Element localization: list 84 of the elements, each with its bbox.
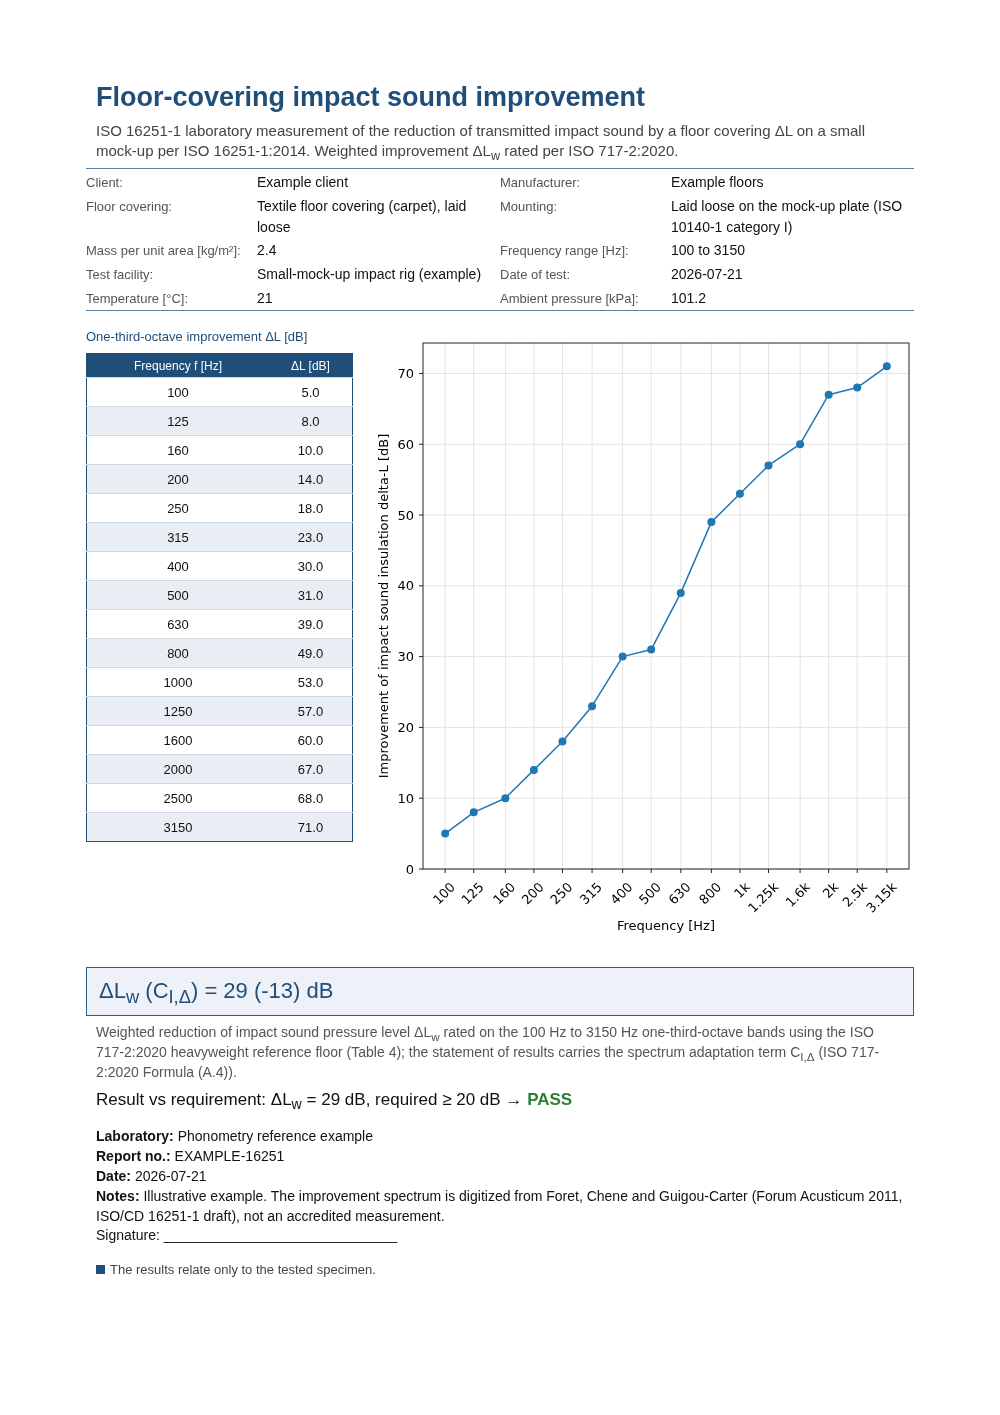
table-row: 315 23.0 [86,522,353,552]
text: 2026-07-21 [671,265,744,284]
x-tick-label: 125 [458,879,487,908]
point [796,440,805,449]
table-row: 1000 53.0 [86,667,353,697]
text: Floor covering: [86,198,173,216]
text: 101.2 [671,289,708,308]
text: Date of test: [500,266,572,284]
text: 100 to 3150 [671,241,746,260]
table-row: 1250 57.0 [86,696,353,726]
text: The results relate only to the tested specimen. [110,1262,376,1277]
chart-title: Floor-covering impact sound improvement [96,82,646,113]
point [501,794,510,803]
text: Textile floor covering (carpet), laid loose [257,197,468,237]
text: Laboratory: Phonometry reference example [96,1128,374,1144]
text: Example floors [671,173,765,192]
table-row: 2000 67.0 [86,754,353,784]
table-row: 250 18.0 [86,493,353,523]
text: PASS [527,1090,573,1109]
point [882,362,891,371]
text: Temperature [°C]: [86,290,189,308]
table-row: 630 39.0 [86,609,353,639]
point [618,652,627,661]
point [824,390,833,399]
text: Mounting: [500,198,559,216]
x-tick-label: 315 [576,879,605,908]
point [676,588,685,597]
text: Client: [86,174,124,192]
y-tick-label: 20 [397,719,414,735]
text: Weighted reduction of impact sound pressure level ΔL$_{w}$ rated on the 100 Hz to 3150 Hz one-third-octave bands using the ISO 717-2:2020 heavyweight reference floor (Table 4); the statement of results carries the spectrum adaptation term C$_{I,Δ}$ (ISO 717-2:2020 Formula (A.4)). [96,1024,880,1080]
point [588,702,597,711]
text: Manufacturer: [500,174,582,192]
x-tick-label: 160 [490,879,519,908]
table-row: 100 5.0 [86,377,353,407]
text: 2.4 [257,241,278,260]
text: Laid loose on the mock-up plate (ISO 10140-1 category I) [671,197,904,237]
point [469,808,478,817]
y-tick-label: 50 [397,507,414,523]
text: Example client [257,173,350,192]
text: Result vs requirement: ΔL$_{w}$ = 29 dB, required ≥ 20 dB → [96,1090,523,1113]
table-row: 1600 60.0 [86,725,353,755]
x-tick-label: 250 [547,879,576,908]
x-tick-label: 800 [696,879,725,908]
table-row: 800 49.0 [86,638,353,668]
x-axis-title: Frequency [Hz] [616,918,716,933]
x-tick-label: 2k [819,878,842,902]
text: Ambient pressure [kPa]: [500,290,640,308]
point [853,383,862,392]
text: Notes: Illustrative example. The improvement spectrum is digitized from Foret, Chene and Guigou-Carter (Forum Acusticum 2011, ISO/CD 16251-1 draft), not an accredited measurement. [96,1188,903,1224]
x-tick-label: 630 [665,879,694,908]
table-row: 2500 68.0 [86,783,353,813]
text: Test facility: [86,266,155,284]
x-tick-label: 400 [607,879,636,908]
point [764,461,773,470]
point [441,829,450,838]
y-tick-label: 70 [397,365,414,381]
text: Report no.: EXAMPLE-16251 [96,1148,285,1164]
table-row: 400 30.0 [86,551,353,581]
table-row: 3150 71.0 [86,812,353,842]
x-tick-label: 500 [635,879,665,908]
y-axis-title: Improvement of impact sound insulation delta-L [dB] [376,433,391,779]
text: ΔL$_{w}$ (C$_{I,Δ}$) = 29 (-13) dB [99,978,334,1008]
chart-subtitle: ISO 16251-1 laboratory measurement of the reduction of transmitted impact sound by a floor covering ΔL on a small mock-up per ISO 16251-1:2014. Weighted improvement ΔL$_{w}$ rated per ISO 717-2:2020. [96,121,867,163]
text: Small-mock-up impact rig (example) [257,265,483,284]
text: Date: 2026-07-21 [96,1168,207,1184]
point [647,645,656,654]
text: Mass per unit area [kg/m²]: [86,242,242,260]
text: Frequency range [Hz]: [500,242,630,260]
point [529,765,538,774]
x-tick-label: 200 [518,879,547,908]
table-row: 160 10.0 [86,435,353,465]
x-tick-label: 100 [429,879,459,908]
y-tick-label: 40 [397,578,414,594]
point [735,489,744,498]
point [707,518,716,527]
y-tick-label: 0 [405,861,414,877]
y-tick-label: 10 [397,790,414,806]
point [558,737,567,746]
text: 21 [257,289,274,308]
text: Signature: ______________________________ [96,1227,398,1243]
y-tick-label: 30 [397,649,414,665]
text: One-third-octave improvement ΔL [dB] [86,329,309,346]
table-row: 500 31.0 [86,580,353,610]
y-tick-label: 60 [397,436,414,452]
